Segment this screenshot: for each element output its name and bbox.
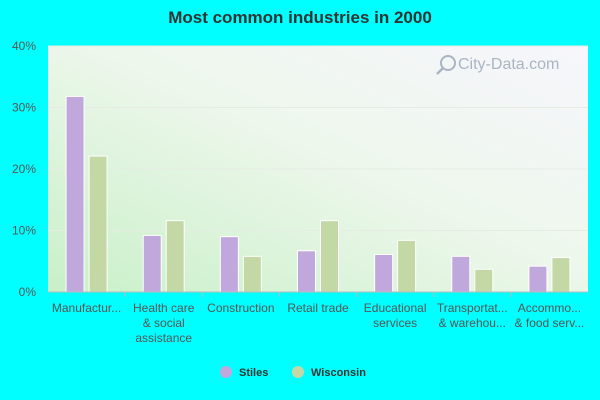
y-tick-label: 40%: [12, 39, 36, 53]
x-tick-label: Construction: [207, 301, 274, 315]
watermark-text: City-Data.com: [458, 56, 559, 73]
y-tick-label: 20%: [12, 162, 36, 176]
legend-swatch-wisconsin: [292, 366, 304, 378]
bar-stiles-2[interactable]: [219, 236, 239, 293]
bar-wisconsin-0[interactable]: [88, 155, 108, 293]
chart-title: Most common industries in 2000: [168, 8, 432, 27]
x-tick-label-line: Health care: [133, 301, 195, 315]
bar-wisconsin-1[interactable]: [165, 220, 185, 293]
y-tick-label: 10%: [12, 224, 36, 238]
bar-stiles-5[interactable]: [451, 255, 471, 293]
magnifier-icon: [436, 55, 456, 75]
x-tick-label-line: Retail trade: [287, 301, 349, 315]
bar-stiles-4[interactable]: [374, 253, 394, 293]
x-tick-label-line: & warehou...: [439, 316, 506, 330]
y-tick-label: 0%: [19, 285, 37, 299]
x-tick-label-line: & food serv...: [515, 316, 585, 330]
bar-wisconsin-2[interactable]: [242, 255, 262, 293]
legend-label-wisconsin: Wisconsin: [311, 367, 366, 379]
bar-stiles-6[interactable]: [528, 265, 548, 293]
x-tick-label: Educational services: [364, 301, 427, 330]
x-tick-label-line: Educational: [364, 301, 427, 315]
legend-swatch-stiles: [220, 366, 232, 378]
bar-wisconsin-6[interactable]: [551, 257, 571, 293]
x-tick-label-line: Transportat...: [437, 301, 508, 315]
legend-label-stiles: Stiles: [239, 367, 268, 379]
bar-stiles-0[interactable]: [65, 95, 85, 293]
x-tick-label-line: services: [373, 316, 417, 330]
x-tick-label: Manufactur...: [52, 301, 121, 315]
x-tick-label: Accommo... & food serv...: [515, 301, 585, 330]
bar-stiles-1[interactable]: [142, 234, 162, 293]
x-tick-label: Transportat... & warehou...: [437, 301, 508, 330]
x-tick-label-line: Construction: [207, 301, 274, 315]
x-tick-label-line: & social: [143, 316, 185, 330]
x-tick-label: Health care & social assistance: [133, 301, 195, 345]
x-tick-label-line: assistance: [135, 331, 192, 345]
watermark: City-Data.com: [436, 55, 559, 75]
y-tick-label: 30%: [12, 101, 36, 115]
bar-stiles-3[interactable]: [297, 250, 316, 293]
x-tick-label: Retail trade: [287, 301, 349, 315]
x-tick-label-line: Accommo...: [518, 301, 581, 315]
bar-wisconsin-3[interactable]: [320, 220, 339, 293]
bar-wisconsin-4[interactable]: [397, 239, 417, 293]
bar-wisconsin-5[interactable]: [474, 268, 494, 293]
x-tick-label-line: Manufactur...: [52, 301, 121, 315]
